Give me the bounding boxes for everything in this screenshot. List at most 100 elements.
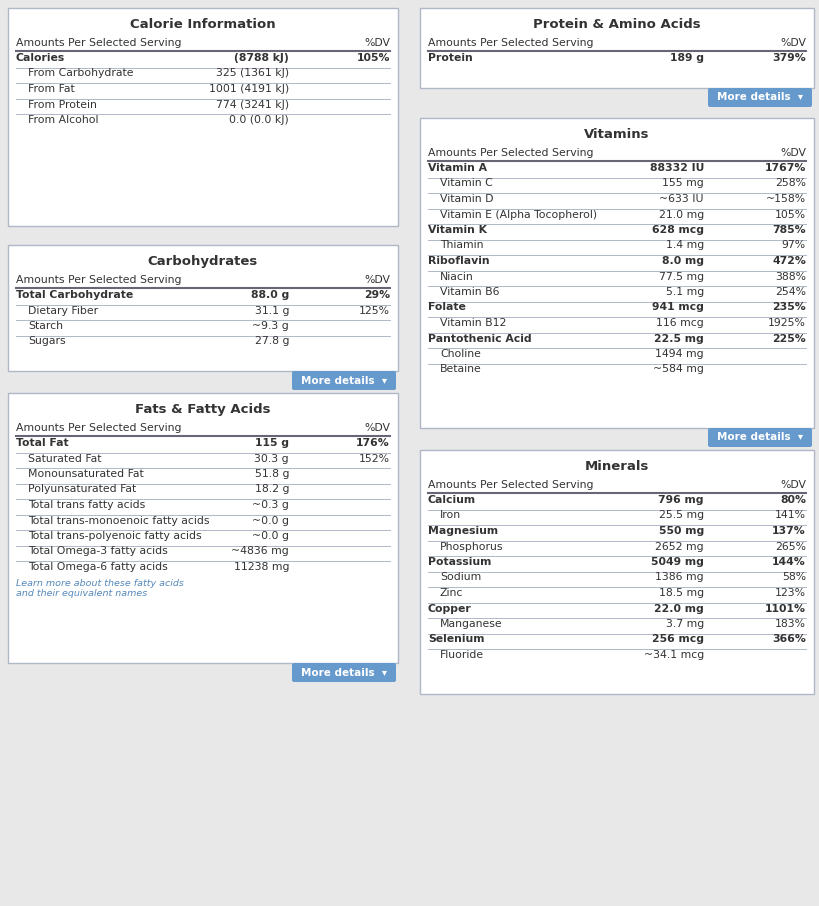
Text: Protein: Protein — [428, 53, 473, 63]
Text: 1.4 mg: 1.4 mg — [665, 240, 703, 250]
Text: Vitamin E (Alpha Tocopherol): Vitamin E (Alpha Tocopherol) — [440, 209, 596, 219]
Text: 141%: 141% — [774, 510, 805, 521]
FancyBboxPatch shape — [292, 663, 396, 682]
Text: Betaine: Betaine — [440, 364, 482, 374]
Text: 785%: 785% — [771, 225, 805, 235]
Text: More details  ▾: More details ▾ — [301, 668, 387, 678]
Text: From Protein: From Protein — [28, 100, 97, 110]
Text: 105%: 105% — [774, 209, 805, 219]
Text: Saturated Fat: Saturated Fat — [28, 454, 102, 464]
Text: 18.2 g: 18.2 g — [254, 485, 288, 495]
Text: Folate: Folate — [428, 303, 465, 313]
Text: Vitamins: Vitamins — [583, 128, 649, 141]
Text: Potassium: Potassium — [428, 557, 491, 567]
Bar — [8, 245, 397, 371]
Text: 774 (3241 kJ): 774 (3241 kJ) — [215, 100, 288, 110]
Text: Vitamin B6: Vitamin B6 — [440, 287, 499, 297]
Text: Niacin: Niacin — [440, 272, 473, 282]
Text: Amounts Per Selected Serving: Amounts Per Selected Serving — [428, 480, 593, 490]
Text: 472%: 472% — [771, 256, 805, 266]
Text: Starch: Starch — [28, 321, 63, 331]
Bar — [419, 118, 813, 428]
Text: ~4836 mg: ~4836 mg — [231, 546, 288, 556]
Text: Polyunsaturated Fat: Polyunsaturated Fat — [28, 485, 136, 495]
Text: 51.8 g: 51.8 g — [254, 469, 288, 479]
Text: 22.5 mg: 22.5 mg — [654, 333, 703, 343]
Text: 325 (1361 kJ): 325 (1361 kJ) — [215, 69, 288, 79]
Text: 1767%: 1767% — [763, 163, 805, 173]
Text: Carbohydrates: Carbohydrates — [147, 255, 258, 268]
Text: 5049 mg: 5049 mg — [650, 557, 703, 567]
Text: Magnesium: Magnesium — [428, 526, 497, 536]
Text: Amounts Per Selected Serving: Amounts Per Selected Serving — [16, 38, 181, 48]
Text: 1494 mg: 1494 mg — [654, 349, 703, 359]
Text: 125%: 125% — [359, 305, 390, 315]
Text: ~158%: ~158% — [765, 194, 805, 204]
Text: %DV: %DV — [779, 38, 805, 48]
Text: Total Omega-3 fatty acids: Total Omega-3 fatty acids — [28, 546, 168, 556]
Text: 1386 mg: 1386 mg — [654, 573, 703, 583]
Text: 144%: 144% — [771, 557, 805, 567]
Text: Phosphorus: Phosphorus — [440, 542, 503, 552]
Text: 189 g: 189 g — [669, 53, 703, 63]
Text: 550 mg: 550 mg — [658, 526, 703, 536]
Text: From Fat: From Fat — [28, 84, 75, 94]
Text: 88.0 g: 88.0 g — [251, 290, 288, 300]
Text: Total trans fatty acids: Total trans fatty acids — [28, 500, 145, 510]
Text: 21.0 mg: 21.0 mg — [658, 209, 703, 219]
Text: 77.5 mg: 77.5 mg — [658, 272, 703, 282]
FancyBboxPatch shape — [707, 428, 811, 447]
Text: 2652 mg: 2652 mg — [654, 542, 703, 552]
Text: Vitamin D: Vitamin D — [440, 194, 493, 204]
Bar — [8, 8, 397, 226]
Text: Pantothenic Acid: Pantothenic Acid — [428, 333, 531, 343]
Text: 225%: 225% — [771, 333, 805, 343]
Text: 115 g: 115 g — [255, 438, 288, 448]
Text: Sodium: Sodium — [440, 573, 481, 583]
Text: %DV: %DV — [364, 275, 390, 285]
Text: 258%: 258% — [774, 178, 805, 188]
Text: Vitamin A: Vitamin A — [428, 163, 486, 173]
Text: 941 mcg: 941 mcg — [651, 303, 703, 313]
Text: 265%: 265% — [774, 542, 805, 552]
Text: ~9.3 g: ~9.3 g — [252, 321, 288, 331]
Bar — [419, 8, 813, 88]
Text: 30.3 g: 30.3 g — [254, 454, 288, 464]
Text: 18.5 mg: 18.5 mg — [658, 588, 703, 598]
Text: Sugars: Sugars — [28, 336, 66, 346]
Text: From Alcohol: From Alcohol — [28, 115, 98, 125]
Text: %DV: %DV — [364, 423, 390, 433]
Text: %DV: %DV — [364, 38, 390, 48]
Text: Iron: Iron — [440, 510, 460, 521]
Text: 116 mcg: 116 mcg — [655, 318, 703, 328]
Text: 256 mcg: 256 mcg — [651, 634, 703, 644]
Text: 155 mg: 155 mg — [662, 178, 703, 188]
Text: 1101%: 1101% — [764, 603, 805, 613]
Text: From Carbohydrate: From Carbohydrate — [28, 69, 133, 79]
Text: Protein & Amino Acids: Protein & Amino Acids — [532, 18, 700, 31]
Text: Fluoride: Fluoride — [440, 650, 483, 660]
Text: More details  ▾: More details ▾ — [716, 92, 802, 102]
Text: 176%: 176% — [355, 438, 390, 448]
Text: Total Omega-6 fatty acids: Total Omega-6 fatty acids — [28, 562, 168, 572]
Text: Riboflavin: Riboflavin — [428, 256, 489, 266]
Text: ~0.0 g: ~0.0 g — [251, 516, 288, 525]
Text: Total Fat: Total Fat — [16, 438, 69, 448]
Text: Zinc: Zinc — [440, 588, 463, 598]
Text: Thiamin: Thiamin — [440, 240, 483, 250]
Text: Vitamin B12: Vitamin B12 — [440, 318, 506, 328]
Text: 29%: 29% — [364, 290, 390, 300]
Text: ~633 IU: ~633 IU — [658, 194, 703, 204]
Text: 183%: 183% — [774, 619, 805, 629]
FancyBboxPatch shape — [292, 371, 396, 390]
Text: %DV: %DV — [779, 148, 805, 158]
Text: Dietary Fiber: Dietary Fiber — [28, 305, 98, 315]
Bar — [8, 393, 397, 663]
Text: 366%: 366% — [771, 634, 805, 644]
Text: 27.8 g: 27.8 g — [254, 336, 288, 346]
Text: 137%: 137% — [771, 526, 805, 536]
Text: 88332 IU: 88332 IU — [649, 163, 703, 173]
Text: 31.1 g: 31.1 g — [254, 305, 288, 315]
Text: Calorie Information: Calorie Information — [130, 18, 275, 31]
Text: 5.1 mg: 5.1 mg — [665, 287, 703, 297]
